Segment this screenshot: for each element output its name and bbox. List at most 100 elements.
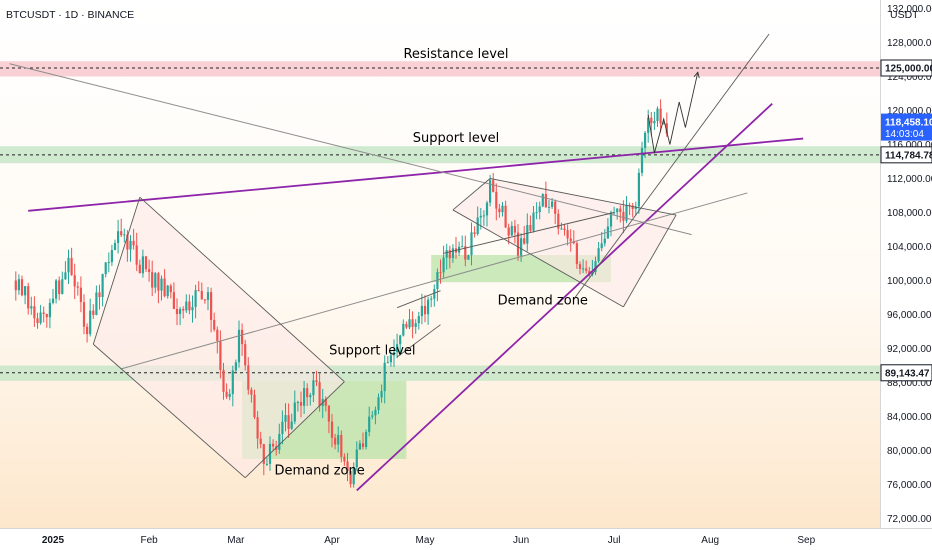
candle-body [76,286,79,288]
candle-body [237,329,241,363]
candle-body [70,257,73,276]
candle-body [507,227,510,236]
x-tick-label: Mar [227,535,245,546]
y-tick-label: 124,000.00 [887,72,932,83]
price-scale[interactable] [880,0,932,528]
candle-body [544,194,547,208]
candle-body [200,290,203,300]
candle-body [582,268,585,270]
candle-body [157,273,160,291]
candle-body [380,391,383,398]
candle-body [330,421,334,438]
candle-body [451,248,454,259]
y-tick-label: 132,000.00 [887,4,932,15]
candle-body [516,232,520,256]
x-tick-label: Apr [324,535,340,546]
candle-body [306,388,309,398]
candle-body [256,417,259,439]
candle-body [563,228,566,231]
candle-body [569,238,572,242]
currency-label[interactable]: USDT [890,9,919,21]
candle-body [206,292,210,300]
thin-line [244,381,345,479]
candle-body [662,123,665,125]
candle-body [250,389,253,395]
x-tick-label: 2025 [42,535,65,546]
candle-body [203,299,206,301]
candle-body [585,268,588,271]
candle-body [399,335,402,345]
candle-body [578,264,582,270]
thin-line [490,178,677,216]
y-tick-label: 108,000.00 [887,208,932,219]
candle-body [352,467,355,485]
candle-body [138,264,141,274]
y-tick-label: 72,000.00 [887,514,932,525]
candle-body [86,326,89,335]
x-tick-label: Sep [797,535,815,546]
candle-body [132,240,135,246]
candle-body [402,323,405,336]
candle-body [365,431,368,447]
candle-body [259,438,262,445]
trend-line [28,137,804,212]
candle-body [64,272,67,280]
candle-body [560,228,563,230]
candle-body [244,344,247,366]
candle-body [417,316,420,324]
candle-body [433,289,436,299]
candle-body [427,299,430,315]
x-tick-label: Aug [701,535,719,546]
candle-body [20,279,24,296]
candle-body [653,120,656,124]
candle-body [349,471,352,485]
candle-body [287,415,290,429]
candle-body [51,298,55,303]
resistance-band [0,61,880,77]
candle-body [141,256,144,274]
y-tick-label: 112,000.00 [887,174,932,185]
candle-body [210,292,213,320]
candle-body [290,421,293,429]
candle-body [557,213,560,229]
candle-body [126,234,129,250]
x-tick-label: Jun [513,535,529,546]
x-tick-label: May [416,535,435,546]
candle-body [355,449,358,468]
candle-body [241,329,244,345]
candle-body [650,117,653,124]
candle-body [479,215,482,218]
candle-body [634,206,637,209]
projection-path [647,72,699,154]
candle-body [408,319,411,328]
candle-body [312,380,315,396]
candle-body [541,194,544,207]
thin-line [92,197,141,345]
candle-body [423,305,427,315]
candle-body [213,319,216,330]
candle-body [247,365,250,390]
candle-body [144,256,148,270]
candle-body [619,208,622,212]
price-level-badge-text: 125,000.00 [885,64,932,75]
candle-body [185,301,188,311]
candle-body [296,401,299,403]
candle-body [523,238,526,244]
ticker-label[interactable]: BTCUSDT · 1D · BINANCE [6,9,134,21]
candle-body [637,172,640,207]
candle-body [504,205,507,228]
candle-body [383,362,386,392]
candle-body [588,270,591,275]
candle-body [442,257,445,273]
candle-body [538,206,541,213]
y-tick-label: 88,000.00 [887,378,932,389]
candle-body [293,402,296,422]
candle-body [79,287,82,303]
candle-body [61,279,64,294]
candle-body [219,340,222,371]
time-scale[interactable] [0,528,932,550]
candle-body [175,308,179,315]
candle-body [129,240,132,250]
